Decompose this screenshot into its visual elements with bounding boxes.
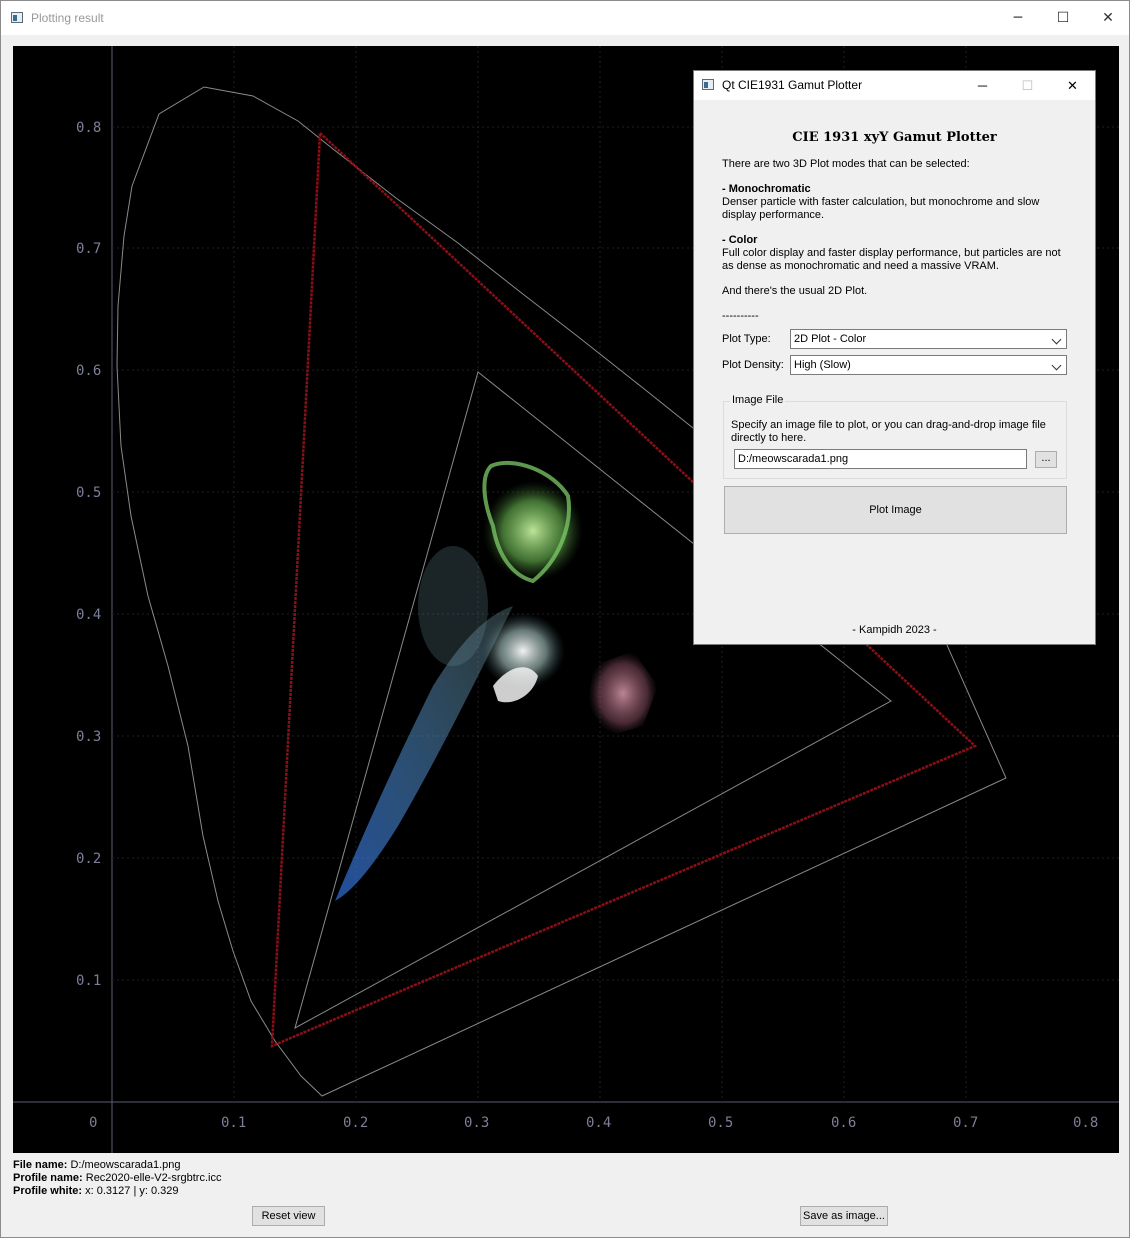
usual-2d-text: And there's the usual 2D Plot. <box>722 285 868 297</box>
y-tick-label: 0.8 <box>76 120 101 136</box>
image-particle-cloud <box>335 460 658 901</box>
gamut-plotter-dialog: Qt CIE1931 Gamut Plotter ─ ☐ ✕ CIE 1931 … <box>693 70 1096 645</box>
plot-density-select[interactable]: High (Slow) <box>790 355 1067 375</box>
x-tick-label: 0.3 <box>464 1115 489 1131</box>
separator-text: ---------- <box>722 310 759 322</box>
plot-image-button[interactable]: Plot Image <box>724 486 1067 534</box>
profile-white-value: x: 0.3127 | y: 0.329 <box>85 1185 179 1197</box>
y-tick-label: 0.7 <box>76 241 101 257</box>
dialog-heading: CIE 1931 xyY Gamut Plotter <box>792 130 997 145</box>
image-file-hint: Specify an image file to plot, or you ca… <box>731 419 1046 444</box>
plot-type-value: 2D Plot - Color <box>794 333 867 345</box>
image-file-group[interactable]: Image File Specify an image file to plot… <box>723 394 1067 479</box>
plot-type-label: Plot Type: <box>722 333 771 345</box>
dialog-minimize-button[interactable]: ─ <box>977 78 988 93</box>
x-tick-label: 0.6 <box>831 1115 856 1131</box>
image-file-path-input[interactable]: D:/meowscarada1.png <box>734 449 1027 469</box>
maximize-button[interactable]: ☐ <box>1056 10 1070 26</box>
app-icon <box>11 12 23 23</box>
y-tick-label: 0.1 <box>76 973 101 989</box>
x-tick-label: 0.8 <box>1073 1115 1098 1131</box>
profile-name-label: Profile name: <box>13 1172 83 1184</box>
dialog-title-bar[interactable]: Qt CIE1931 Gamut Plotter ─ ☐ ✕ <box>694 71 1095 100</box>
profile-name-value: Rec2020-elle-V2-srgbtrc.icc <box>85 1172 222 1184</box>
x-tick-label: 0 <box>89 1115 97 1131</box>
intro-text: There are two 3D Plot modes that can be … <box>722 158 970 170</box>
color-description: Full color display and faster display pe… <box>722 247 1061 272</box>
file-name-value: D:/meowscarada1.png <box>70 1159 181 1171</box>
window-title: Plotting result <box>31 11 104 25</box>
plot-density-value: High (Slow) <box>794 359 851 371</box>
srgb-gamut-triangle <box>294 371 892 1030</box>
dialog-footer: - Kampidh 2023 - <box>852 624 937 636</box>
x-tick-label: 0.4 <box>586 1115 611 1131</box>
profile-white-label: Profile white: <box>13 1185 83 1197</box>
y-tick-label: 0.3 <box>76 729 101 745</box>
reset-view-button[interactable]: Reset view <box>252 1206 325 1226</box>
chevron-down-icon <box>1051 334 1062 345</box>
x-tick-label: 0.5 <box>708 1115 733 1131</box>
minimize-button[interactable]: ─ <box>1013 10 1023 26</box>
dialog-app-icon <box>702 79 714 90</box>
color-title: - Color <box>722 234 758 246</box>
y-tick-label: 0.2 <box>76 851 101 867</box>
mono-description: Denser particle with faster calculation,… <box>722 196 1040 221</box>
dialog-title: Qt CIE1931 Gamut Plotter <box>722 78 863 92</box>
x-tick-label: 0.7 <box>953 1115 978 1131</box>
dialog-maximize-button: ☐ <box>1021 78 1034 93</box>
browse-button[interactable]: ... <box>1035 451 1057 468</box>
y-tick-label: 0.4 <box>76 607 101 623</box>
title-bar[interactable]: Plotting result ─ ☐ ✕ <box>1 1 1129 35</box>
profile-gamut-triangle <box>270 130 978 1048</box>
mono-title: - Monochromatic <box>722 183 811 195</box>
chevron-down-icon <box>1051 360 1062 371</box>
x-tick-label: 0.2 <box>343 1115 368 1131</box>
x-tick-label: 0.1 <box>221 1115 246 1131</box>
image-file-group-title: Image File <box>730 394 786 406</box>
dialog-close-button[interactable]: ✕ <box>1067 78 1078 93</box>
y-tick-label: 0.5 <box>76 485 101 501</box>
y-tick-label: 0.6 <box>76 363 101 379</box>
plot-info-panel: File name: D:/meowscarada1.png Profile n… <box>13 1159 221 1198</box>
save-as-image-button[interactable]: Save as image... <box>800 1206 888 1226</box>
file-name-label: File name: <box>13 1159 68 1171</box>
plot-density-label: Plot Density: <box>722 359 784 371</box>
plot-type-select[interactable]: 2D Plot - Color <box>790 329 1067 349</box>
close-button[interactable]: ✕ <box>1102 10 1114 26</box>
